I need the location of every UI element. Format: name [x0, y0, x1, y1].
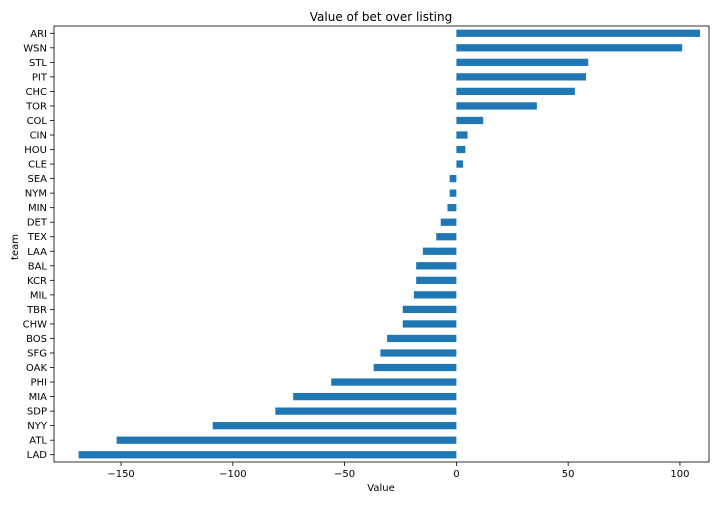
- bar: [456, 145, 466, 154]
- plot-frame: [53, 25, 710, 463]
- y-tick-label: CIN: [30, 131, 47, 142]
- x-tick-label: 100: [670, 469, 689, 480]
- bar: [416, 262, 457, 270]
- bar: [456, 44, 683, 52]
- bar: [78, 451, 457, 459]
- y-tick-label: CLE: [28, 160, 47, 171]
- bar: [373, 363, 457, 372]
- bar: [456, 131, 468, 139]
- y-tick-label: COL: [27, 116, 48, 127]
- bar: [387, 334, 457, 343]
- bar: [449, 174, 457, 183]
- bar: [416, 276, 457, 284]
- x-tick-label: 50: [562, 469, 575, 480]
- y-tick-label: CHW: [23, 319, 48, 330]
- y-tick-label: CHC: [26, 87, 48, 98]
- bar: [380, 349, 457, 357]
- y-tick-label: LAA: [27, 247, 47, 258]
- y-tick-label: PHI: [31, 378, 48, 389]
- y-tick-label: MIL: [30, 290, 48, 301]
- bar: [456, 58, 589, 66]
- x-axis-label: Value: [367, 483, 394, 494]
- y-tick-label: PIT: [32, 72, 48, 83]
- y-axis-label: team: [10, 234, 21, 260]
- bar: [456, 29, 701, 37]
- y-tick-label: LAD: [27, 450, 48, 461]
- y-tick-label: ATL: [29, 436, 47, 447]
- y-tick-label: TEX: [27, 232, 47, 243]
- bar: [456, 102, 537, 110]
- bar: [212, 422, 457, 430]
- bar: [456, 73, 587, 81]
- bar: [116, 436, 457, 444]
- y-tick-label: STL: [29, 58, 47, 69]
- bar: [456, 116, 484, 125]
- y-tick-label: SEA: [27, 174, 47, 185]
- y-tick-label: WSN: [23, 43, 47, 54]
- y-tick-label: OAK: [26, 363, 48, 374]
- y-tick-label: SDP: [27, 407, 47, 418]
- bar: [402, 305, 457, 314]
- y-tick-label: ARI: [30, 29, 47, 40]
- y-tick-label: DET: [27, 218, 48, 229]
- bar: [402, 320, 457, 328]
- bar: [449, 189, 457, 197]
- x-tick-label: 0: [453, 469, 459, 480]
- x-tick-label: −100: [219, 469, 246, 480]
- bar: [440, 218, 457, 226]
- plot-area: ARI WSN STL PIT CHC TOR COL CIN HOU CLE SEA NYM MIN D…: [23, 25, 710, 480]
- y-tick-label: HOU: [24, 145, 47, 156]
- y-tick-label: TOR: [25, 101, 47, 112]
- bar: [275, 407, 457, 415]
- bar: [447, 204, 457, 212]
- y-tick-label: MIA: [29, 392, 48, 403]
- bar: [293, 392, 457, 401]
- bar: [331, 378, 457, 386]
- y-tick-label: NYM: [25, 189, 47, 200]
- y-tick-label: SFG: [27, 349, 47, 360]
- y-tick-label: BOS: [26, 334, 47, 345]
- x-tick-label: −150: [107, 469, 134, 480]
- chart-title: Value of bet over listing: [310, 10, 452, 24]
- bar: [436, 233, 457, 241]
- bar: [456, 160, 464, 168]
- y-tick-label: KCR: [27, 276, 47, 287]
- y-tick-label: NYY: [27, 421, 48, 432]
- bar: [456, 87, 575, 96]
- y-tick-label: MIN: [28, 203, 47, 214]
- y-tick-label: TBR: [26, 305, 47, 316]
- bar: [422, 247, 457, 255]
- x-tick-label: −50: [334, 469, 355, 480]
- bar: [413, 291, 457, 299]
- y-tick-label: BAL: [28, 261, 48, 272]
